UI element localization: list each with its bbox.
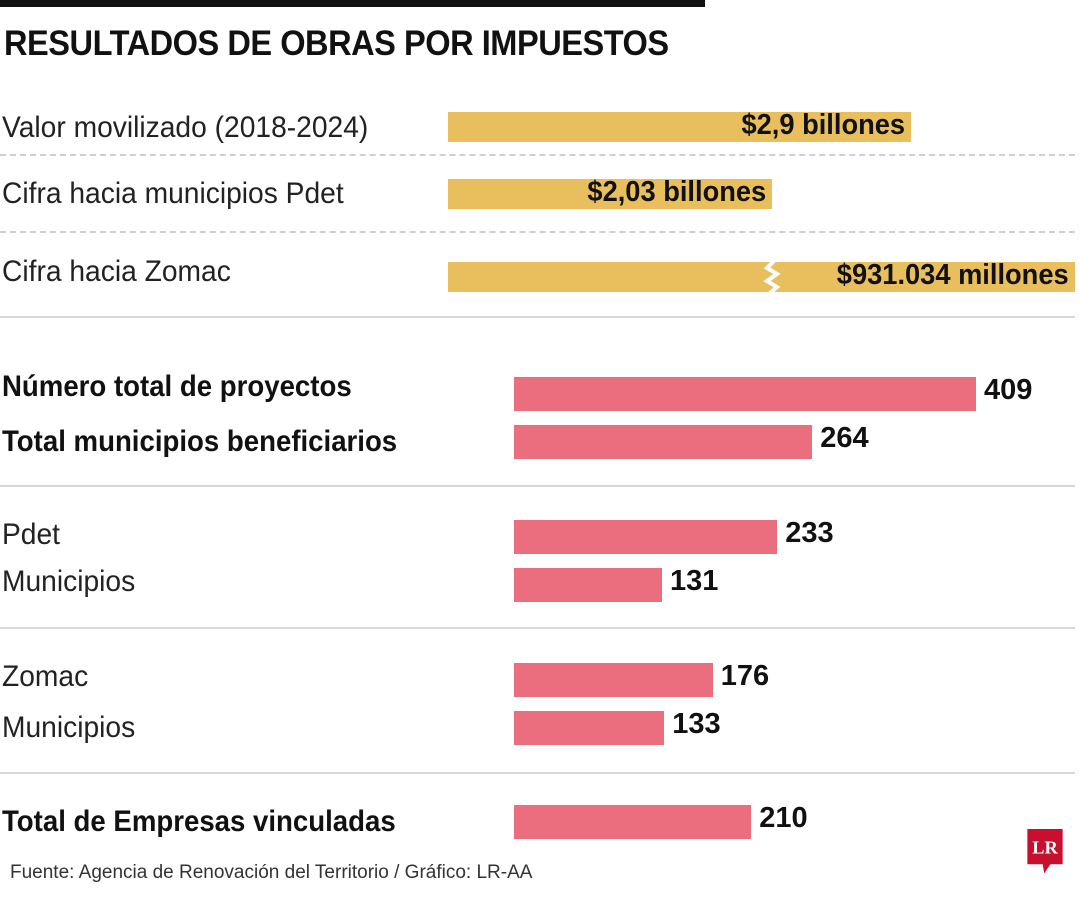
section-divider: [0, 316, 1075, 318]
gold-bar: [448, 262, 1075, 292]
axis-break-zigzag: [763, 260, 781, 294]
section-divider: [0, 627, 1075, 629]
gold-category-label: Valor movilizado (2018-2024): [2, 111, 369, 144]
pink-category-label: Zomac: [2, 660, 89, 693]
top-rule: [0, 0, 705, 7]
pink-category-label: Pdet: [2, 518, 61, 551]
pink-value-label: 264: [820, 422, 869, 454]
pink-category-label: Total municipios beneficiarios: [2, 425, 398, 458]
pink-value-label: 176: [720, 660, 770, 692]
pink-value-label: 233: [785, 517, 834, 549]
gold-value-label: $931.034 millones: [837, 259, 1069, 291]
source-note: Fuente: Agencia de Renovación del Territ…: [10, 862, 533, 883]
chart-title: RESULTADOS DE OBRAS POR IMPUESTOS: [4, 24, 669, 63]
pink-category-label: Total de Empresas vinculadas: [2, 805, 396, 838]
pink-category-label: Municipios: [2, 565, 136, 598]
pink-bar: [514, 568, 662, 602]
pink-category-label: Número total de proyectos: [2, 370, 352, 403]
lr-logo: LR: [1027, 829, 1063, 874]
pink-bar: [514, 805, 752, 839]
pink-bar: [514, 663, 713, 697]
gold-category-label: Cifra hacia Zomac: [2, 255, 231, 288]
pink-bar: [514, 711, 665, 745]
pink-category-label: Municipios: [2, 711, 136, 744]
section-divider: [0, 485, 1075, 487]
gold-bar: [448, 112, 911, 142]
pink-value-label: 409: [984, 374, 1033, 406]
svg-text:LR: LR: [1032, 838, 1058, 858]
gold-value-label: $2,03 billones: [587, 176, 767, 208]
gold-category-label: Cifra hacia municipios Pdet: [2, 177, 344, 210]
gold-value-label: $2,9 billones: [741, 109, 905, 141]
gold-bar: [448, 179, 773, 209]
section-divider: [0, 772, 1075, 774]
pink-bar: [514, 520, 778, 554]
pink-value-label: 131: [669, 565, 719, 597]
row-divider: [0, 231, 1075, 233]
row-divider: [0, 154, 1075, 156]
pink-bar: [514, 425, 813, 459]
pink-value-label: 210: [759, 802, 808, 834]
pink-bar: [514, 377, 976, 411]
pink-value-label: 133: [672, 708, 721, 740]
